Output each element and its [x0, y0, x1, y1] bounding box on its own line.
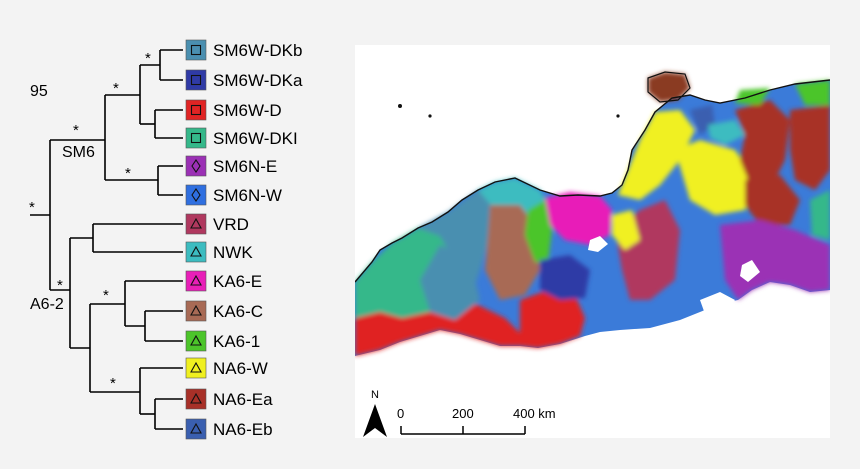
north-label: N	[371, 389, 379, 401]
square-symbol-icon	[190, 132, 202, 144]
scale-tick-0: 0	[397, 406, 404, 421]
tip-label: SM6N-E	[213, 157, 277, 176]
tip-label: NWK	[213, 243, 253, 262]
scale-tick-400: 400 km	[513, 406, 556, 421]
triangle-symbol-icon	[190, 274, 202, 286]
diamond-symbol-icon	[191, 159, 201, 173]
tip-color-swatch	[185, 155, 207, 177]
tip-label: NA6-Ea	[213, 390, 273, 409]
clade-label-a6-2: A6-2	[30, 296, 64, 313]
tip-color-swatch	[185, 184, 207, 206]
tip-label: VRD	[213, 215, 249, 234]
support-mark-root: *	[29, 199, 35, 216]
tip-color-swatch	[185, 357, 207, 379]
tip-color-swatch	[185, 213, 207, 235]
scale-bar	[400, 426, 526, 435]
tip-label: SM6W-DKb	[213, 41, 302, 60]
tip-color-swatch	[185, 300, 207, 322]
tip-label: SM6N-W	[213, 186, 282, 205]
tip-color-swatch	[185, 418, 207, 440]
diamond-symbol-icon	[191, 188, 201, 202]
support-mark-na6: *	[110, 375, 116, 392]
tip-label: SM6W-D	[213, 101, 282, 120]
triangle-symbol-icon	[190, 217, 202, 229]
tip-label: KA6-E	[213, 272, 262, 291]
triangle-symbol-icon	[190, 392, 202, 404]
tip-label: NA6-Eb	[213, 420, 273, 439]
tip-color-swatch	[185, 39, 207, 61]
tip-color-swatch	[185, 388, 207, 410]
support-mark-sm6w: *	[113, 80, 119, 97]
cluster-map: N 0 200 400 km	[355, 45, 830, 438]
tip-label: KA6-1	[213, 332, 260, 351]
scale-tick-200: 200	[452, 406, 474, 421]
tip-list: SM6W-DKb SM6W-DKa SM6W-D SM6W-DKI SM6N-E SM6N…	[185, 39, 303, 440]
tip-color-swatch	[185, 99, 207, 121]
support-mark-ka6: *	[103, 287, 109, 304]
tip-color-swatch	[185, 69, 207, 91]
triangle-symbol-icon	[190, 422, 202, 434]
phylogenetic-tree	[30, 49, 183, 430]
support-mark-sm6: *	[73, 122, 79, 139]
tip-label: SM6W-DKI	[213, 129, 298, 148]
triangle-symbol-icon	[190, 361, 202, 373]
tip-label: SM6W-DKa	[213, 71, 303, 90]
support-mark-sm6n: *	[125, 165, 131, 182]
triangle-symbol-icon	[190, 334, 202, 346]
north-arrow-icon	[363, 404, 387, 437]
triangle-symbol-icon	[190, 245, 202, 257]
tip-label: NA6-W	[213, 359, 268, 378]
tip-label: KA6-C	[213, 302, 263, 321]
tip-color-swatch	[185, 127, 207, 149]
clade-label-sm6: SM6	[62, 144, 95, 161]
triangle-symbol-icon	[190, 304, 202, 316]
support-mark-a6-2: *	[57, 277, 63, 294]
square-symbol-icon	[190, 44, 202, 56]
bootstrap-label: 95	[30, 83, 48, 100]
support-mark-dk: *	[145, 50, 151, 67]
tip-color-swatch	[185, 241, 207, 263]
support-marks: * * * * * * * *	[29, 50, 151, 392]
square-symbol-icon	[190, 74, 202, 86]
tip-color-swatch	[185, 270, 207, 292]
tip-color-swatch	[185, 330, 207, 352]
square-symbol-icon	[190, 104, 202, 116]
